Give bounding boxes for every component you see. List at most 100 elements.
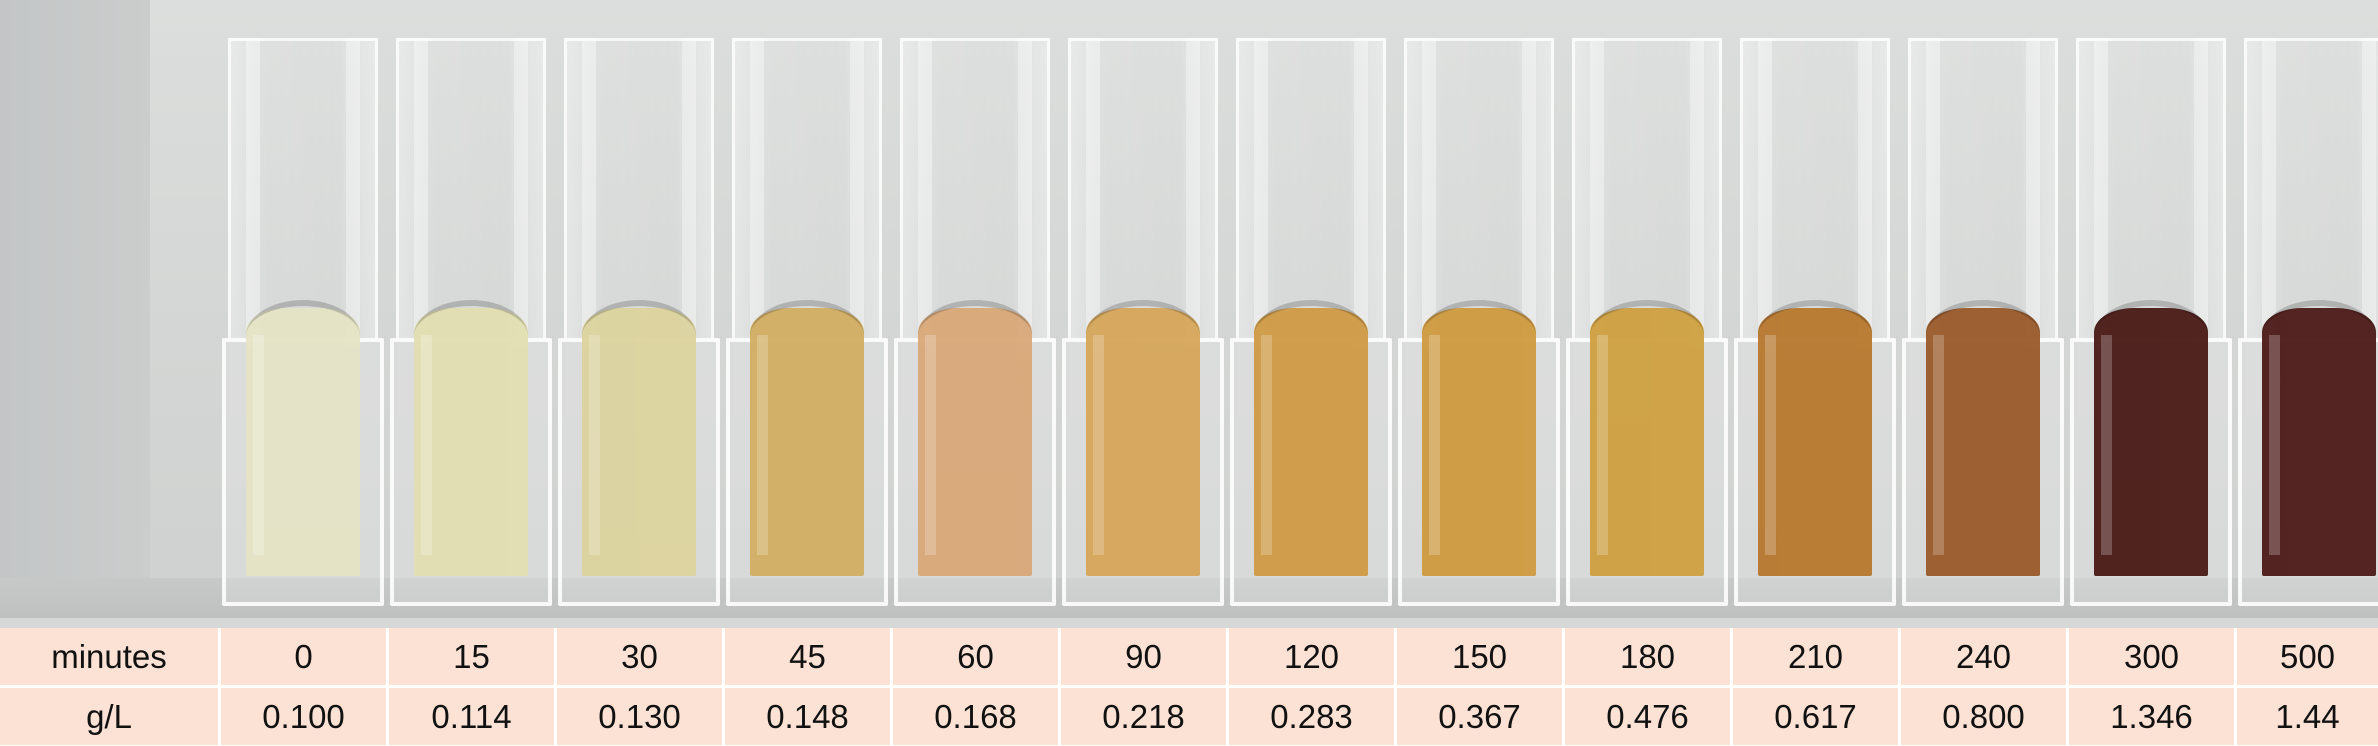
cuvette-glass (1068, 38, 1218, 338)
cuvette (1902, 38, 2064, 606)
cuvette (2238, 38, 2378, 606)
concentration-cell: 0.114 (389, 688, 554, 745)
concentration-row: g/L 0.100 0.114 0.130 0.148 0.168 0.218 0.283 0… (0, 688, 2378, 745)
minutes-cell: 150 (1397, 628, 1562, 685)
liquid-reflection (420, 334, 433, 555)
cuvette-wall (2362, 38, 2376, 348)
sample-liquid (2262, 308, 2376, 576)
cuvette-wall (750, 38, 764, 348)
cuvette (1230, 38, 1392, 606)
sample-liquid (1422, 308, 1536, 576)
liquid-reflection (1764, 334, 1777, 555)
minutes-cell: 90 (1061, 628, 1226, 685)
sample-liquid (918, 308, 1032, 576)
concentration-cell: 1.346 (2069, 688, 2234, 745)
sample-liquid (1254, 308, 1368, 576)
minutes-cell: 0 (221, 628, 386, 685)
cuvette (726, 38, 888, 606)
concentration-cell: 0.130 (557, 688, 722, 745)
cuvette-glass (396, 38, 546, 338)
concentration-cell: 1.44 (2237, 688, 2378, 745)
liquid-meniscus (1086, 300, 1200, 336)
cuvette-wall (1590, 38, 1604, 348)
cuvette-wall (2262, 38, 2276, 348)
cuvette-wall (850, 38, 864, 348)
minutes-cell: 500 (2237, 628, 2378, 685)
concentration-cell: 0.800 (1901, 688, 2066, 745)
cuvette-wall (246, 38, 260, 348)
cuvette-wall (1086, 38, 1100, 348)
concentration-cell: 0.168 (893, 688, 1058, 745)
liquid-meniscus (414, 300, 528, 336)
minutes-cell: 60 (893, 628, 1058, 685)
cuvette-wall (2194, 38, 2208, 348)
minutes-cell: 240 (1901, 628, 2066, 685)
sample-liquid (1590, 308, 1704, 576)
cuvette-glass (1572, 38, 1722, 338)
sample-liquid (750, 308, 864, 576)
cuvette-wall (2026, 38, 2040, 348)
cuvette-wall (1422, 38, 1436, 348)
cuvette-wall (1254, 38, 1268, 348)
cuvette-glass (1740, 38, 1890, 338)
liquid-reflection (588, 334, 601, 555)
cuvette (1062, 38, 1224, 606)
liquid-meniscus (1422, 300, 1536, 336)
sample-liquid (414, 308, 528, 576)
liquid-meniscus (1758, 300, 1872, 336)
cuvette-wall (918, 38, 932, 348)
cuvette (2070, 38, 2232, 606)
liquid-meniscus (1590, 300, 1704, 336)
cuvette-wall (1690, 38, 1704, 348)
concentration-cell: 0.100 (221, 688, 386, 745)
cuvette-wall (1186, 38, 1200, 348)
cuvette-wall (514, 38, 528, 348)
minutes-label: minutes (0, 628, 218, 685)
minutes-cell: 210 (1733, 628, 1898, 685)
cuvette-wall (1926, 38, 1940, 348)
cuvette (1734, 38, 1896, 606)
liquid-meniscus (918, 300, 1032, 336)
liquid-reflection (2268, 334, 2281, 555)
concentration-cell: 0.283 (1229, 688, 1394, 745)
minutes-cell: 120 (1229, 628, 1394, 685)
background-wall (0, 0, 150, 618)
cuvette-wall (2094, 38, 2108, 348)
liquid-meniscus (246, 300, 360, 336)
cuvette-wall (1522, 38, 1536, 348)
liquid-reflection (1932, 334, 1945, 555)
minutes-row: minutes 0 15 30 45 60 90 120 150 180 210 240 300 500 (0, 628, 2378, 685)
minutes-cell: 30 (557, 628, 722, 685)
liquid-meniscus (582, 300, 696, 336)
cuvette-glass (1404, 38, 1554, 338)
liquid-reflection (1596, 334, 1609, 555)
liquid-meniscus (1926, 300, 2040, 336)
concentration-cell: 0.218 (1061, 688, 1226, 745)
minutes-cell: 15 (389, 628, 554, 685)
concentration-cell: 0.476 (1565, 688, 1730, 745)
cuvette-glass (1908, 38, 2058, 338)
concentration-label: g/L (0, 688, 218, 745)
sample-liquid (1926, 308, 2040, 576)
concentration-cell: 0.148 (725, 688, 890, 745)
cuvette-glass (900, 38, 1050, 338)
liquid-reflection (252, 334, 265, 555)
sample-liquid (246, 308, 360, 576)
liquid-reflection (756, 334, 769, 555)
minutes-cell: 180 (1565, 628, 1730, 685)
cuvette-wall (1758, 38, 1772, 348)
concentration-cell: 0.617 (1733, 688, 1898, 745)
liquid-reflection (1092, 334, 1105, 555)
liquid-meniscus (2262, 300, 2376, 336)
minutes-cell: 45 (725, 628, 890, 685)
cuvette (222, 38, 384, 606)
cuvette-photo (0, 0, 2378, 618)
liquid-reflection (1260, 334, 1273, 555)
liquid-reflection (1428, 334, 1441, 555)
sample-table: minutes 0 15 30 45 60 90 120 150 180 210 240 300 500… (0, 628, 2378, 746)
cuvette-wall (346, 38, 360, 348)
cuvette (1566, 38, 1728, 606)
minutes-cell: 300 (2069, 628, 2234, 685)
cuvette-glass (732, 38, 882, 338)
liquid-meniscus (750, 300, 864, 336)
